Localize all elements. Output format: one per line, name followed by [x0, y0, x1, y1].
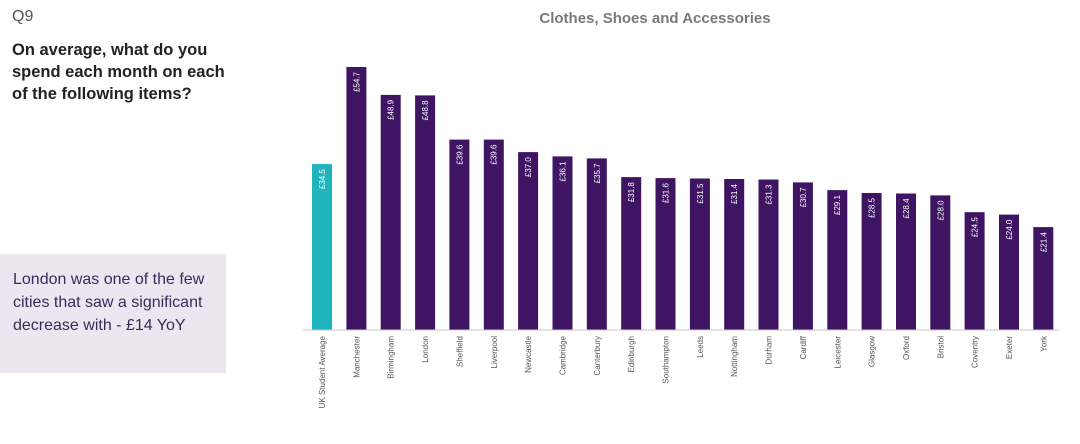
data-label: £39.6 — [455, 144, 464, 165]
bar — [621, 177, 642, 330]
x-tick-label: Exeter — [1005, 336, 1014, 359]
x-tick-label: UK Student Average — [318, 335, 327, 408]
data-label: £31.8 — [627, 182, 636, 203]
data-label: £35.7 — [593, 163, 602, 184]
data-label: £28.5 — [868, 197, 877, 218]
x-tick-label: Leicester — [833, 336, 842, 369]
data-label: £54.7 — [352, 71, 361, 92]
bar — [792, 182, 813, 330]
x-tick-labels: UK Student Average Manchester Birmingham Lo… — [318, 335, 1048, 408]
x-tick-label: Coventry — [971, 336, 980, 368]
x-tick-label: Oxford — [902, 336, 911, 360]
bar — [999, 214, 1019, 330]
data-label: £30.7 — [799, 187, 808, 208]
bar — [655, 178, 676, 330]
x-tick-label: York — [1039, 335, 1048, 352]
bar — [827, 190, 848, 330]
x-tick-label: London — [421, 336, 430, 363]
data-label: £31.3 — [765, 184, 774, 205]
data-label: £31.4 — [730, 183, 739, 204]
data-label: £36.1 — [558, 161, 567, 182]
callout-box: London was one of the few cities that sa… — [0, 254, 226, 373]
x-tick-label: Leeds — [696, 336, 705, 358]
bar — [964, 212, 985, 330]
bar — [552, 156, 573, 330]
question-text: On average, what do you spend each month… — [12, 41, 225, 103]
bar — [1033, 227, 1054, 330]
x-tick-label: Southampton — [662, 336, 671, 384]
x-tick-label: Manchester — [352, 336, 361, 378]
bar — [312, 164, 332, 330]
bar — [724, 179, 745, 330]
bars-group: £34.5 £54.7 £48.9 £48.8 £39.6 £39.6 £37.0 £36.1… — [312, 67, 1054, 331]
data-label: £48.8 — [421, 100, 430, 121]
x-tick-label: Sheffield — [455, 336, 464, 367]
bar — [930, 195, 951, 330]
x-tick-label: Edinburgh — [627, 336, 636, 372]
bar — [896, 193, 916, 330]
bar — [758, 179, 779, 330]
bar — [586, 158, 607, 330]
bar — [689, 178, 710, 330]
callout-text: London was one of the few cities that sa… — [13, 271, 205, 334]
data-label: £21.4 — [1039, 232, 1048, 253]
bar — [346, 67, 367, 330]
data-label: £31.5 — [696, 183, 705, 204]
x-tick-label: Liverpool — [490, 336, 499, 369]
chart-title: Clothes, Shoes and Accessories — [539, 10, 771, 27]
data-label: £24.0 — [1005, 219, 1014, 240]
bar — [861, 193, 882, 330]
data-label: £24.5 — [971, 217, 980, 238]
data-label: £29.1 — [833, 195, 842, 216]
data-label: £28.0 — [936, 200, 945, 221]
bar — [415, 95, 436, 331]
x-tick-label: Canterbury — [593, 336, 602, 376]
bar — [518, 152, 539, 330]
data-label: £48.9 — [387, 99, 396, 120]
x-tick-label: Bristol — [936, 336, 945, 358]
data-label: £37.0 — [524, 157, 533, 178]
x-tick-label: Cambridge — [558, 335, 567, 375]
bar — [483, 139, 504, 330]
bar — [380, 94, 401, 331]
x-tick-label: Durham — [765, 336, 774, 365]
x-tick-label: Nottingham — [730, 336, 739, 377]
bar — [449, 139, 470, 330]
x-tick-label: Newcastle — [524, 335, 533, 372]
x-tick-label: Birmingham — [387, 336, 396, 379]
data-label: £34.5 — [318, 169, 327, 190]
data-label: £31.6 — [662, 183, 671, 204]
x-tick-label: Glasgow — [868, 336, 877, 367]
data-label: £39.6 — [490, 144, 499, 165]
x-tick-label: Cardiff — [799, 335, 808, 359]
data-label: £28.4 — [902, 198, 911, 219]
question-number: Q9 — [12, 8, 34, 25]
